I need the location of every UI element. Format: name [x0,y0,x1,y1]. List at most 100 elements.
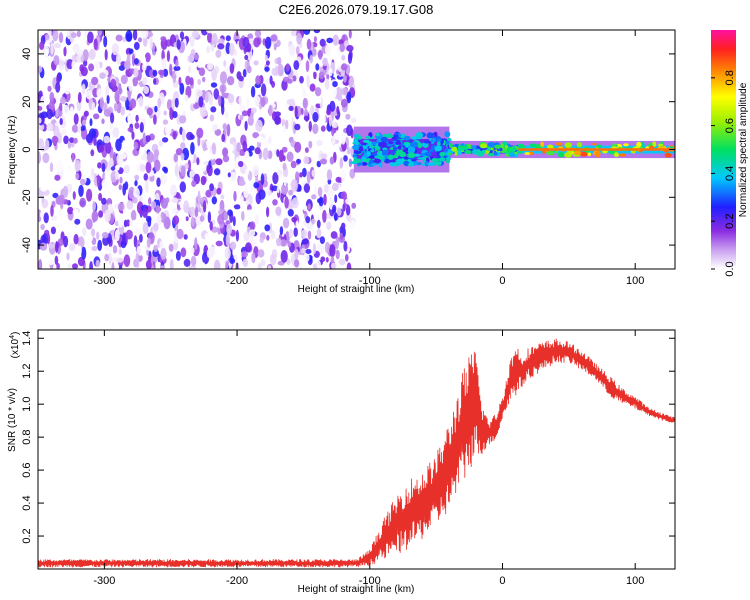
noise-blob [245,242,252,253]
noise-blob [317,97,321,104]
noise-blob [217,43,225,50]
band-blob [464,150,472,154]
noise-blob [103,35,108,48]
noise-blob [71,60,75,70]
noise-blob [285,119,289,130]
band-blob [420,153,426,157]
band-blob [368,132,373,138]
noise-blob [45,139,50,151]
noise-blob [109,157,114,168]
noise-blob [194,53,200,61]
noise-blob [38,151,41,164]
noise-blob [213,168,221,176]
band-blob [619,153,627,157]
noise-blob [349,168,356,179]
noise-blob [288,189,294,196]
noise-blob [275,237,282,247]
noise-blob [79,197,87,208]
noise-blob [275,162,280,168]
noise-blob [288,105,294,111]
colorbar-gradient [711,30,736,269]
noise-blob [188,65,192,73]
noise-blob [312,111,319,123]
noise-blob [229,171,237,182]
noise-blob [151,213,159,225]
noise-blob [209,114,215,122]
band-blob [467,143,471,149]
noise-blob [59,118,63,125]
noise-blob [99,72,106,79]
noise-blob [105,140,112,154]
noise-blob [56,262,60,269]
noise-blob [228,158,235,171]
snr-scale-label: (x104) [9,332,21,359]
spectrogram-marks [38,30,675,269]
band-blob [477,150,484,157]
noise-blob [189,34,195,48]
noise-blob [218,209,223,215]
noise-blob [72,209,79,215]
noise-blob [181,128,186,142]
noise-blob [151,200,157,210]
noise-blob [260,173,265,186]
noise-blob [323,184,330,193]
band-blob [388,141,394,145]
noise-blob [61,175,68,189]
noise-blob [292,75,297,82]
noise-blob [241,110,248,117]
noise-blob [306,75,310,88]
noise-blob [73,137,78,144]
noise-blob [115,34,123,42]
noise-blob [227,143,234,152]
band-blob [365,135,371,139]
noise-blob [320,153,328,159]
band-blob [434,145,442,152]
band-blob [410,141,418,148]
noise-blob [114,90,120,103]
y-tick-label: -40 [21,237,33,253]
noise-blob [67,263,72,269]
noise-blob [54,174,61,181]
noise-blob [326,221,332,231]
x-tick-label: 0 [499,575,505,587]
y-tick-label: 0.8 [21,429,33,444]
y-tick-label: 0.4 [21,495,33,510]
noise-blob [134,227,142,236]
noise-blob [51,135,59,145]
noise-blob [242,68,247,78]
noise-blob [160,174,167,185]
noise-blob [290,160,297,169]
noise-blob [173,153,178,163]
noise-blob [72,191,76,200]
noise-blob [38,105,43,112]
noise-blob [307,230,312,240]
noise-blob [224,247,231,260]
noise-blob [104,245,111,252]
noise-blob [88,81,94,91]
noise-blob [131,131,135,140]
noise-blob [73,113,79,125]
noise-blob [152,50,157,56]
band-blob [352,144,360,151]
noise-blob [214,128,222,136]
noise-blob [123,164,130,174]
noise-blob [55,159,64,173]
band-blob [386,134,394,138]
noise-blob [118,83,122,94]
noise-blob [198,67,206,76]
noise-blob [339,43,345,52]
spectrogram-y-label: Frequency (Hz) [7,116,18,185]
noise-blob [222,154,230,163]
noise-blob [222,123,227,131]
noise-blob [346,45,354,52]
noise-blob [303,156,310,165]
noise-blob [276,149,280,158]
noise-blob [69,137,75,144]
noise-blob [238,75,244,82]
noise-blob [350,219,356,230]
noise-blob [58,32,64,44]
band-blob [384,155,388,160]
noise-blob [142,36,148,47]
noise-blob [99,96,104,110]
